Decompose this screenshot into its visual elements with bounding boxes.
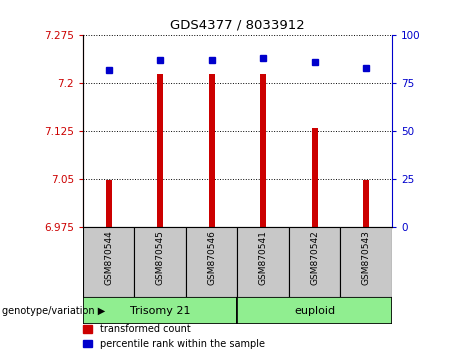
Text: GSM870541: GSM870541 (259, 230, 268, 285)
Text: GSM870542: GSM870542 (310, 230, 319, 285)
Text: euploid: euploid (294, 306, 335, 316)
Text: GSM870545: GSM870545 (156, 230, 165, 285)
Bar (237, 297, 392, 324)
Bar (260, 74, 266, 227)
Bar (208, 74, 215, 227)
Text: GSM870543: GSM870543 (361, 230, 371, 285)
Bar (340, 227, 392, 297)
Text: GSM870544: GSM870544 (104, 230, 113, 285)
Bar (289, 227, 340, 297)
Text: GSM870546: GSM870546 (207, 230, 216, 285)
Bar (237, 227, 289, 297)
Text: Trisomy 21: Trisomy 21 (130, 306, 190, 316)
Bar (363, 180, 369, 227)
Legend: transformed count, percentile rank within the sample: transformed count, percentile rank withi… (83, 324, 265, 349)
Bar (106, 180, 112, 227)
Bar (157, 74, 163, 227)
Bar (186, 227, 237, 297)
Bar (312, 128, 318, 227)
Bar (83, 297, 237, 324)
Title: GDS4377 / 8033912: GDS4377 / 8033912 (170, 18, 305, 32)
Bar (83, 227, 135, 297)
Bar (135, 227, 186, 297)
Text: genotype/variation ▶: genotype/variation ▶ (2, 306, 106, 316)
